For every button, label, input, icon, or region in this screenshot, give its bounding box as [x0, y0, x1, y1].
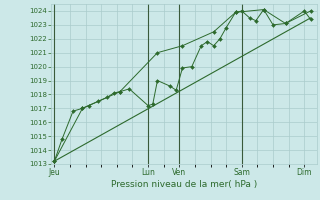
- X-axis label: Pression niveau de la mer( hPa ): Pression niveau de la mer( hPa ): [111, 180, 257, 189]
